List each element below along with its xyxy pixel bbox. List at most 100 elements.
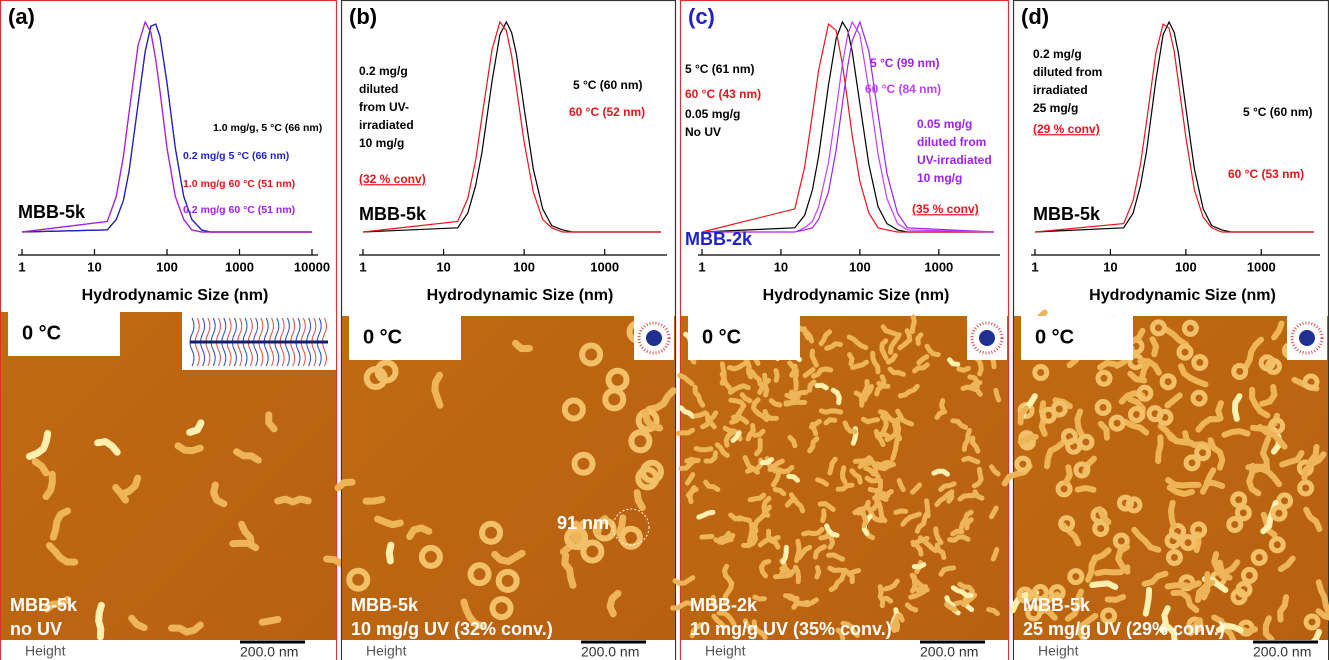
temperature-label: 0 °C [1035, 326, 1074, 348]
sample-label: MBB-5k [359, 204, 427, 224]
x-tick-label: 10000 [294, 259, 330, 274]
inset-core [1299, 330, 1315, 346]
condition-note: diluted from [917, 135, 986, 149]
condition-note: diluted [359, 82, 398, 96]
afm-worm [389, 545, 391, 561]
sample-label: MBB-2k [685, 229, 753, 249]
afm-worm [964, 458, 978, 462]
afm-worm [830, 568, 844, 571]
afm-worm [278, 499, 309, 502]
afm-worm [1218, 403, 1221, 418]
afm-worm [993, 550, 997, 559]
afm-worm [821, 411, 840, 413]
afm-worm [1171, 503, 1174, 527]
afm-worm [796, 567, 799, 581]
afm-worm [99, 605, 102, 636]
condition-note: 0.05 mg/g [685, 107, 740, 121]
inset-core [646, 330, 662, 346]
afm-worm [950, 537, 968, 540]
x-tick-label: 10 [774, 259, 788, 274]
sample-label: MBB-5k [1033, 204, 1101, 224]
condition-note: UV-irradiated [917, 153, 992, 167]
series-label: 5 °C (99 nm) [870, 56, 939, 70]
afm-worm [366, 500, 382, 502]
afm-worm [1092, 583, 1115, 587]
afm-worm [1225, 431, 1248, 435]
series-label: 60 °C (84 nm) [865, 82, 941, 96]
x-axis-label: Hydrodynamic Size (nm) [82, 287, 269, 304]
x-tick-label: 10 [1103, 259, 1117, 274]
afm-worm [823, 511, 824, 521]
afm-worm [918, 335, 921, 344]
panel-label: (b) [349, 4, 377, 29]
afm-channel: Height [705, 643, 746, 659]
afm-worm [953, 531, 962, 534]
x-tick-label: 100 [849, 259, 871, 274]
afm-worm [894, 621, 896, 631]
afm-worm [843, 468, 845, 482]
x-tick-label: 1000 [590, 259, 619, 274]
afm-worm [702, 536, 712, 537]
afm-channel: Height [366, 643, 407, 659]
conversion-note: (29 % conv) [1033, 122, 1100, 136]
afm-worm [942, 401, 944, 411]
afm-worm [914, 565, 924, 567]
scale-bar-label: 200.0 nm [920, 644, 978, 660]
afm-worm [867, 478, 876, 481]
afm-caption: MBB-5k [351, 595, 419, 615]
x-axis-label: Hydrodynamic Size (nm) [1089, 287, 1276, 304]
afm-worm [696, 413, 705, 416]
x-tick-label: 10 [436, 259, 450, 274]
series-label: 5 °C (60 nm) [1243, 105, 1312, 119]
afm-worm [877, 462, 891, 464]
x-tick-label: 1000 [225, 259, 254, 274]
series-label: 1.0 mg/g, 5 °C (66 nm) [213, 122, 322, 134]
afm-caption: 10 mg/g UV (32% conv.) [351, 619, 553, 639]
afm-worm [1077, 412, 1081, 435]
x-tick-label: 1 [359, 259, 366, 274]
x-tick-label: 1 [698, 259, 705, 274]
panel-label: (d) [1021, 4, 1049, 29]
afm-worm [862, 512, 865, 526]
series-label: 0.2 mg/g 5 °C (66 nm) [183, 150, 289, 162]
afm-worm [850, 355, 853, 364]
x-tick-label: 100 [1175, 259, 1197, 274]
temperature-label: 0 °C [363, 326, 402, 348]
x-tick-label: 1000 [1247, 259, 1276, 274]
condition-note: from UV- [359, 100, 409, 114]
series-label: 5 °C (60 nm) [573, 78, 642, 92]
x-axis-label: Hydrodynamic Size (nm) [763, 287, 950, 304]
condition-note: diluted from [1033, 65, 1102, 79]
afm-caption: no UV [10, 619, 62, 639]
condition-note: 25 mg/g [1033, 101, 1078, 115]
afm-worm [879, 481, 880, 496]
afm-worm [878, 433, 887, 436]
panel-label: (a) [8, 4, 35, 29]
scale-bar-label: 200.0 nm [240, 644, 298, 660]
afm-worm [959, 368, 969, 370]
afm-worm [996, 390, 999, 400]
x-tick-label: 100 [513, 259, 535, 274]
afm-worm [1108, 597, 1123, 600]
condition-note: 0.2 mg/g [359, 64, 408, 78]
x-tick-label: 1 [18, 259, 25, 274]
afm-caption: MBB-5k [1023, 595, 1091, 615]
scale-bar-label: 200.0 nm [1253, 644, 1311, 660]
condition-note: No UV [685, 125, 721, 139]
afm-worm [1078, 488, 1094, 490]
condition-note: 0.05 mg/g [917, 117, 972, 131]
size-marker-label: 91 nm [557, 513, 609, 533]
afm-worm [913, 577, 915, 591]
afm-worm [750, 524, 753, 544]
panel-label: (c) [688, 4, 715, 29]
series-label: 0.2 mg/g 60 °C (51 nm) [183, 204, 295, 216]
condition-note: irradiated [1033, 83, 1088, 97]
x-axis-label: Hydrodynamic Size (nm) [427, 287, 614, 304]
x-tick-label: 1000 [924, 259, 953, 274]
afm-worm [927, 501, 929, 516]
afm-caption: 10 mg/g UV (35% conv.) [690, 619, 892, 639]
conversion-note: (32 % conv) [359, 172, 426, 186]
afm-worm [812, 424, 815, 433]
series-label: 1.0 mg/g 60 °C (51 nm) [183, 178, 295, 190]
afm-caption: MBB-2k [690, 595, 758, 615]
